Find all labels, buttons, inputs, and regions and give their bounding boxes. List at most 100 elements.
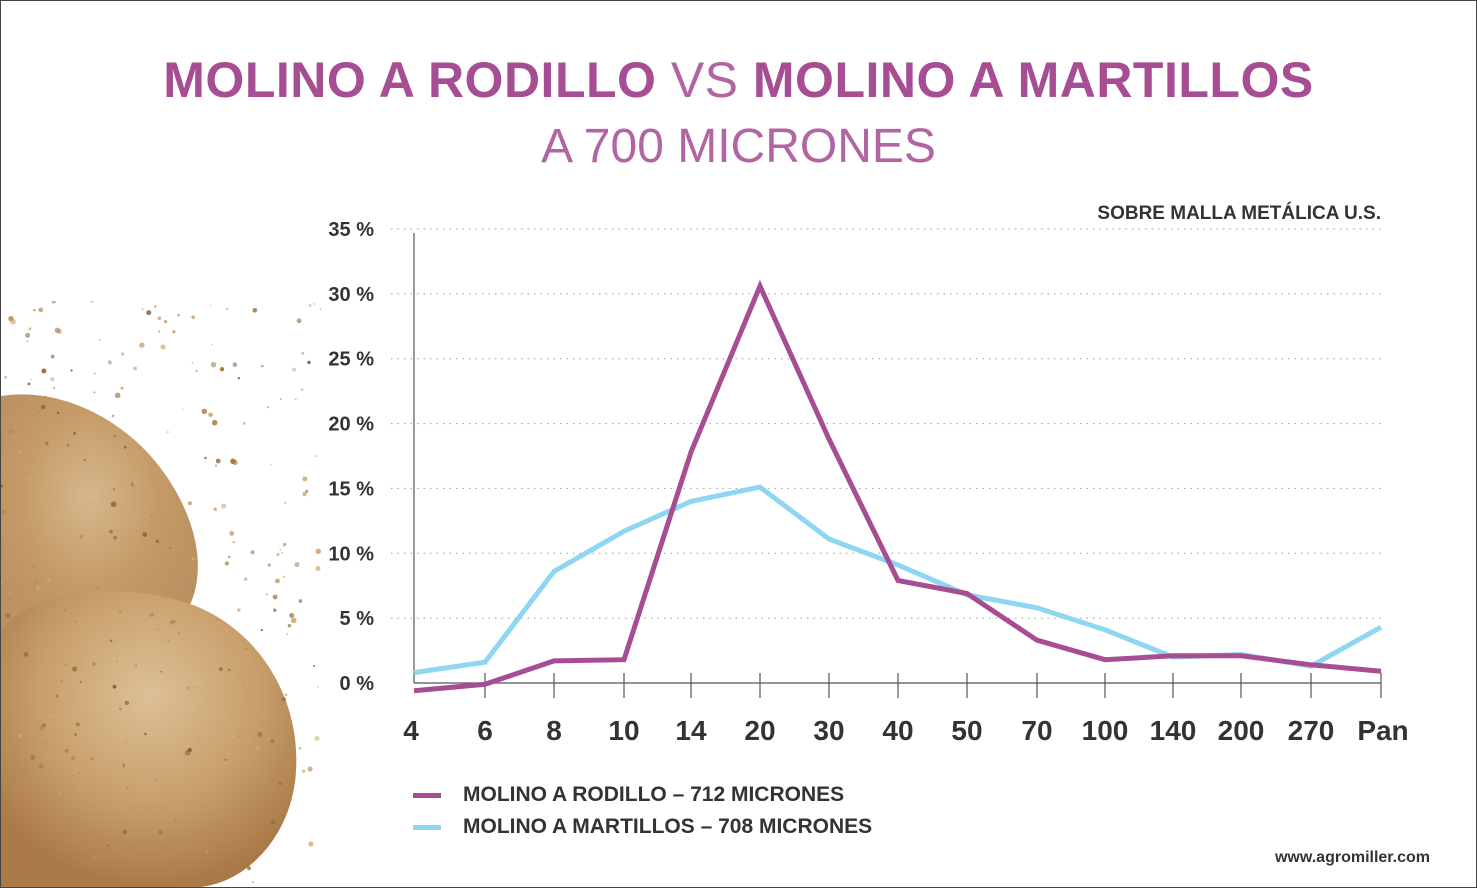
- powder-speck: [142, 532, 148, 537]
- powder-speck: [75, 722, 80, 727]
- powder-speck: [230, 458, 236, 465]
- powder-speck: [98, 339, 101, 341]
- powder-speck: [242, 422, 246, 425]
- powder-speck: [315, 548, 321, 554]
- powder-speck: [154, 778, 157, 781]
- powder-speck: [167, 869, 170, 872]
- x-tick-label: 6: [477, 715, 493, 746]
- powder-speck: [305, 489, 309, 493]
- powder-speck: [232, 541, 235, 544]
- powder-speck: [10, 319, 16, 325]
- powder-speck: [244, 577, 248, 581]
- sieve-note: SOBRE MALLA METÁLICA U.S.: [1097, 203, 1381, 224]
- powder-speck: [301, 352, 305, 355]
- y-tick-label: 30 %: [328, 284, 374, 306]
- powder-speck: [224, 561, 230, 566]
- powder-speck: [206, 850, 208, 853]
- powder-speck: [33, 537, 36, 540]
- powder-speck: [92, 855, 97, 861]
- y-tick-label: 20 %: [328, 414, 374, 436]
- powder-speck: [1, 509, 6, 514]
- powder-speck: [160, 670, 163, 673]
- powder-speck: [47, 493, 49, 495]
- powder-speck: [47, 590, 50, 593]
- powder-speck: [154, 305, 157, 308]
- powder-speck: [45, 441, 49, 446]
- powder-speck: [91, 662, 96, 666]
- y-tick-label: 15 %: [328, 478, 374, 500]
- powder-speck: [282, 723, 285, 725]
- powder-speck: [102, 836, 105, 839]
- powder-speck: [133, 481, 138, 486]
- powder-speck: [290, 769, 292, 771]
- powder-speck: [172, 622, 178, 629]
- powder-speck: [290, 617, 297, 624]
- powder-speck: [191, 362, 194, 364]
- powder-speck: [109, 639, 113, 643]
- powder-speck: [123, 446, 127, 449]
- powder-speck: [63, 608, 67, 612]
- powder-speck: [30, 378, 32, 380]
- powder-speck: [255, 746, 260, 751]
- powder-speck: [48, 713, 53, 718]
- powder-speck: [149, 612, 154, 617]
- powder-speck: [226, 862, 230, 867]
- powder-speck: [82, 663, 84, 665]
- powder-speck: [279, 549, 281, 551]
- powder-speck: [49, 376, 55, 382]
- powder-speck: [289, 613, 295, 618]
- y-tick-label: 0 %: [340, 673, 375, 695]
- powder-speck: [163, 879, 165, 881]
- powder-speck: [229, 530, 235, 536]
- powder-speck: [266, 736, 271, 741]
- powder-speck: [51, 301, 56, 304]
- powder-speck: [252, 714, 256, 717]
- powder-speck: [106, 844, 109, 847]
- powder-speck: [261, 364, 264, 368]
- powder-speck: [226, 307, 229, 310]
- powder-speck: [22, 430, 25, 432]
- powder-speck: [187, 686, 191, 690]
- powder-speck: [275, 578, 280, 584]
- x-tick-label: Pan: [1357, 715, 1408, 746]
- powder-speck: [210, 362, 217, 368]
- powder-speck: [58, 791, 61, 795]
- powder-speck: [134, 664, 138, 667]
- powder-speck: [70, 756, 76, 761]
- powder-speck: [122, 829, 127, 835]
- y-tick-label: 25 %: [328, 349, 374, 371]
- x-tick-label: 8: [546, 715, 562, 746]
- powder-speck: [225, 751, 230, 756]
- x-tick-label: 14: [675, 715, 707, 746]
- powder-speck: [195, 369, 198, 372]
- powder-speck: [146, 310, 152, 316]
- powder-speck: [126, 786, 129, 789]
- powder-speck: [212, 838, 215, 841]
- powder-speck: [78, 772, 80, 774]
- powder-speck: [98, 441, 102, 445]
- powder-speck: [44, 740, 48, 743]
- powder-speck: [291, 367, 297, 372]
- powder-speck: [113, 535, 118, 540]
- powder-speck: [265, 593, 268, 596]
- powder-speck: [216, 844, 219, 847]
- powder-speck: [302, 476, 308, 482]
- x-tick-label: 20: [744, 715, 775, 746]
- powder-speck: [122, 763, 125, 766]
- powder-speck: [41, 404, 46, 410]
- powder-speck: [124, 700, 130, 706]
- powder-speck: [211, 344, 213, 346]
- powder-speck: [307, 360, 311, 365]
- powder-speck: [26, 340, 29, 343]
- powder-speck: [284, 501, 287, 504]
- chart-subtitle: A 700 MICRONES: [1, 119, 1476, 174]
- powder-speck: [315, 565, 321, 571]
- powder-speck: [228, 555, 231, 559]
- powder-speck: [157, 316, 162, 320]
- chart-title: MOLINO A RODILLO VS MOLINO A MARTILLOS: [1, 51, 1476, 109]
- powder-speck: [160, 344, 166, 350]
- powder-speck: [107, 360, 112, 365]
- powder-speck: [308, 841, 314, 847]
- powder-speck: [158, 830, 163, 835]
- powder-speck: [27, 382, 31, 386]
